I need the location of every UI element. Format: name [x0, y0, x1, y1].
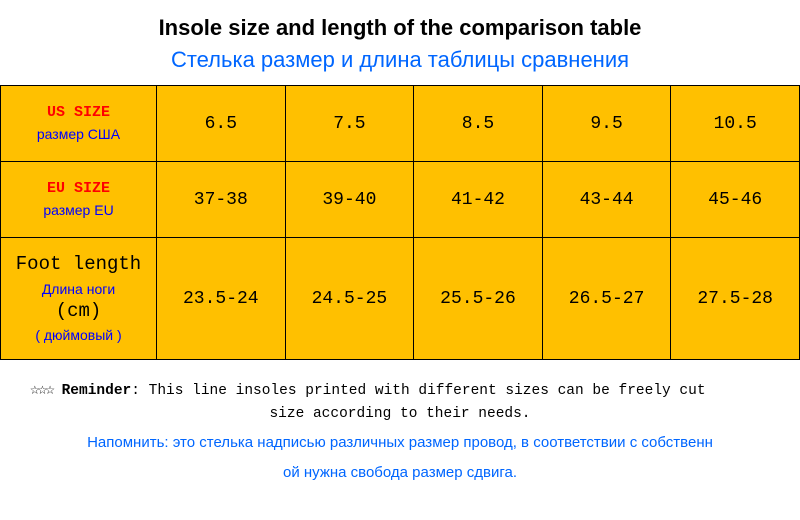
unit-ru: ( дюймовый ) — [1, 326, 156, 345]
table-row: US SIZE размер США 6.5 7.5 8.5 9.5 10.5 — [1, 86, 800, 162]
cell-value: 43-44 — [542, 162, 671, 238]
table-row: EU SIZE размер EU 37-38 39-40 41-42 43-4… — [1, 162, 800, 238]
reminder-text: : This line insoles printed with differe… — [131, 383, 705, 399]
cell-value: 6.5 — [157, 86, 286, 162]
cell-value: 26.5-27 — [542, 238, 671, 360]
label-ru: Длина ноги — [1, 280, 156, 299]
cell-value: 39-40 — [285, 162, 414, 238]
size-comparison-table: US SIZE размер США 6.5 7.5 8.5 9.5 10.5 … — [0, 85, 800, 360]
reminder-en-line2: size according to their needs. — [10, 403, 790, 425]
label-en: Foot length — [1, 252, 156, 278]
row-label-foot-length: Foot length Длина ноги (cm) ( дюймовый ) — [1, 238, 157, 360]
stars-icon: ☆☆☆ — [30, 381, 53, 399]
reminder-ru-line2: ой нужна свобода размер сдвига. — [10, 461, 790, 484]
cell-value: 7.5 — [285, 86, 414, 162]
label-ru: размер EU — [1, 201, 156, 220]
cell-value: 25.5-26 — [414, 238, 543, 360]
table-row: Foot length Длина ноги (cm) ( дюймовый )… — [1, 238, 800, 360]
cell-value: 10.5 — [671, 86, 800, 162]
cell-value: 8.5 — [414, 86, 543, 162]
title-english: Insole size and length of the comparison… — [0, 15, 800, 41]
cell-value: 9.5 — [542, 86, 671, 162]
reminder-block: ☆☆☆ Reminder: This line insoles printed … — [0, 360, 800, 494]
reminder-label: Reminder — [62, 383, 132, 399]
cell-value: 37-38 — [157, 162, 286, 238]
label-en: US SIZE — [1, 103, 156, 123]
cell-value: 24.5-25 — [285, 238, 414, 360]
cell-value: 23.5-24 — [157, 238, 286, 360]
unit-cm: (cm) — [1, 299, 156, 325]
cell-value: 41-42 — [414, 162, 543, 238]
title-block: Insole size and length of the comparison… — [0, 0, 800, 85]
label-en: EU SIZE — [1, 179, 156, 199]
label-ru: размер США — [1, 125, 156, 144]
cell-value: 45-46 — [671, 162, 800, 238]
reminder-en-line1: ☆☆☆ Reminder: This line insoles printed … — [10, 378, 790, 403]
cell-value: 27.5-28 — [671, 238, 800, 360]
title-russian: Стелька размер и длина таблицы сравнения — [0, 47, 800, 73]
row-label-eu: EU SIZE размер EU — [1, 162, 157, 238]
row-label-us: US SIZE размер США — [1, 86, 157, 162]
reminder-ru-line1: Напомнить: это стелька надписью различны… — [10, 431, 790, 454]
